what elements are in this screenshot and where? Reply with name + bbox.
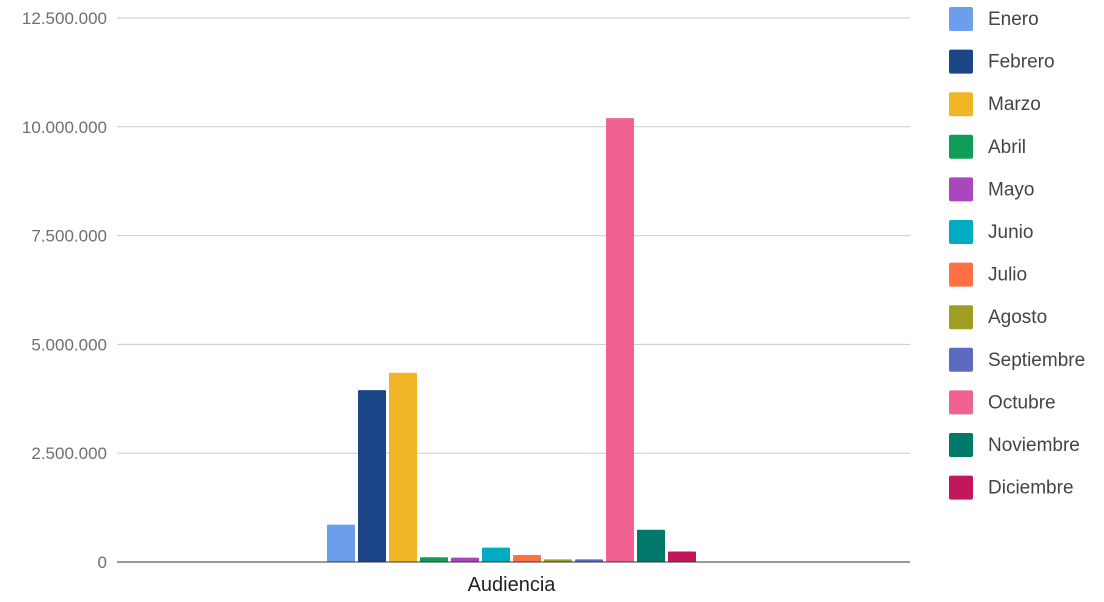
legend-swatch-diciembre [949, 475, 973, 500]
legend-label-diciembre: Diciembre [988, 478, 1074, 499]
y-tick-label: 7.500.000 [31, 227, 107, 246]
bar-agosto [544, 559, 572, 562]
legend-label-octubre: Octubre [988, 392, 1056, 413]
y-tick-label: 2.500.000 [31, 444, 107, 463]
bar-marzo [389, 372, 417, 562]
legend-label-septiembre: Septiembre [988, 350, 1085, 371]
legend-swatch-marzo [949, 92, 973, 117]
legend-swatch-julio [949, 262, 973, 287]
bar-octubre [606, 118, 634, 562]
bar-diciembre [668, 551, 696, 562]
x-category-label: Audiencia [468, 574, 557, 596]
y-tick-label: 5.000.000 [31, 335, 107, 354]
legend-label-julio: Julio [988, 265, 1027, 286]
legend-label-febrero: Febrero [988, 52, 1055, 73]
legend-label-enero: Enero [988, 9, 1039, 30]
legend-swatch-septiembre [949, 347, 973, 372]
legend-swatch-mayo [949, 177, 973, 202]
legend-swatch-junio [949, 220, 973, 244]
legend-swatch-octubre [949, 390, 973, 415]
bar-noviembre [637, 529, 665, 562]
legend-label-junio: Junio [988, 222, 1033, 243]
y-tick-label: 10.000.000 [22, 118, 107, 137]
legend-label-agosto: Agosto [988, 307, 1047, 328]
bar-enero [327, 524, 355, 562]
y-axis-tick-labels: 0 2.500.000 5.000.000 7.500.000 10.000.000 12… [22, 9, 107, 572]
bar-febrero [358, 390, 386, 562]
legend-label-marzo: Marzo [988, 94, 1041, 115]
bar-group [327, 118, 696, 562]
legend-swatch-abril [949, 134, 973, 159]
bar-abril [420, 557, 448, 562]
gridlines [117, 17, 910, 454]
legend-swatch-febrero [949, 49, 973, 74]
legend-swatch-noviembre [949, 433, 973, 457]
legend-label-mayo: Mayo [988, 179, 1034, 200]
bar-septiembre [575, 559, 603, 562]
y-tick-label: 0 [98, 553, 107, 572]
bar-mayo [451, 557, 479, 562]
legend-swatch-enero [949, 7, 973, 31]
legend-label-noviembre: Noviembre [988, 435, 1080, 456]
legend-swatch-agosto [949, 305, 973, 330]
bar-junio [482, 547, 510, 562]
legend-label-abril: Abril [988, 137, 1026, 158]
bar-julio [513, 555, 541, 562]
y-tick-label: 12.500.000 [22, 9, 107, 28]
legend: Enero Febrero Marzo Abril Mayo Junio Julio Agos… [949, 7, 1085, 500]
